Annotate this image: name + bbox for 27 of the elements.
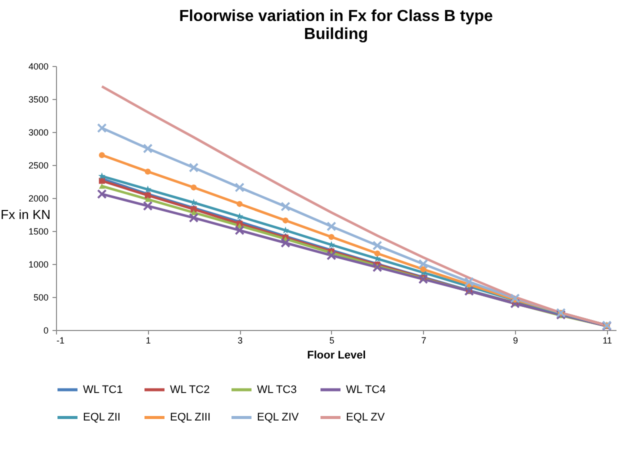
x-tick-label: 9 xyxy=(513,336,518,346)
x-axis-title: Floor Level xyxy=(307,350,366,362)
legend-label: EQL ZIII xyxy=(170,412,211,424)
x-tick-label: 5 xyxy=(329,336,334,346)
x-tick-label: 11 xyxy=(602,336,612,346)
x-tick-label: 7 xyxy=(421,336,426,346)
y-tick-label: 3000 xyxy=(28,128,48,138)
x-tick-label: -1 xyxy=(56,336,65,346)
y-tick-label: 500 xyxy=(33,292,48,302)
y-tick-label: 1500 xyxy=(28,226,48,236)
y-tick-label: 0 xyxy=(43,326,48,336)
y-tick-label: 2500 xyxy=(28,160,48,170)
legend-label: EQL ZV xyxy=(346,412,386,424)
x-tick-label: 1 xyxy=(146,336,151,346)
legend-label: WL TC2 xyxy=(170,384,210,396)
y-tick-label: 3500 xyxy=(28,94,48,104)
legend-label: EQL ZIV xyxy=(257,412,300,424)
y-tick-label: 2000 xyxy=(28,194,48,204)
legend-label: WL TC4 xyxy=(346,384,386,396)
y-tick-label: 1000 xyxy=(28,260,48,270)
legend-label: WL TC3 xyxy=(257,384,297,396)
x-tick-label: 3 xyxy=(238,336,243,346)
chart-title: Floorwise variation in Fx for Class B type Building xyxy=(179,8,494,43)
y-axis-title: Fx in KN xyxy=(0,207,50,222)
legend-label: EQL ZII xyxy=(83,412,120,424)
y-tick-label: 4000 xyxy=(28,62,48,72)
legend-label: WL TC1 xyxy=(83,384,123,396)
